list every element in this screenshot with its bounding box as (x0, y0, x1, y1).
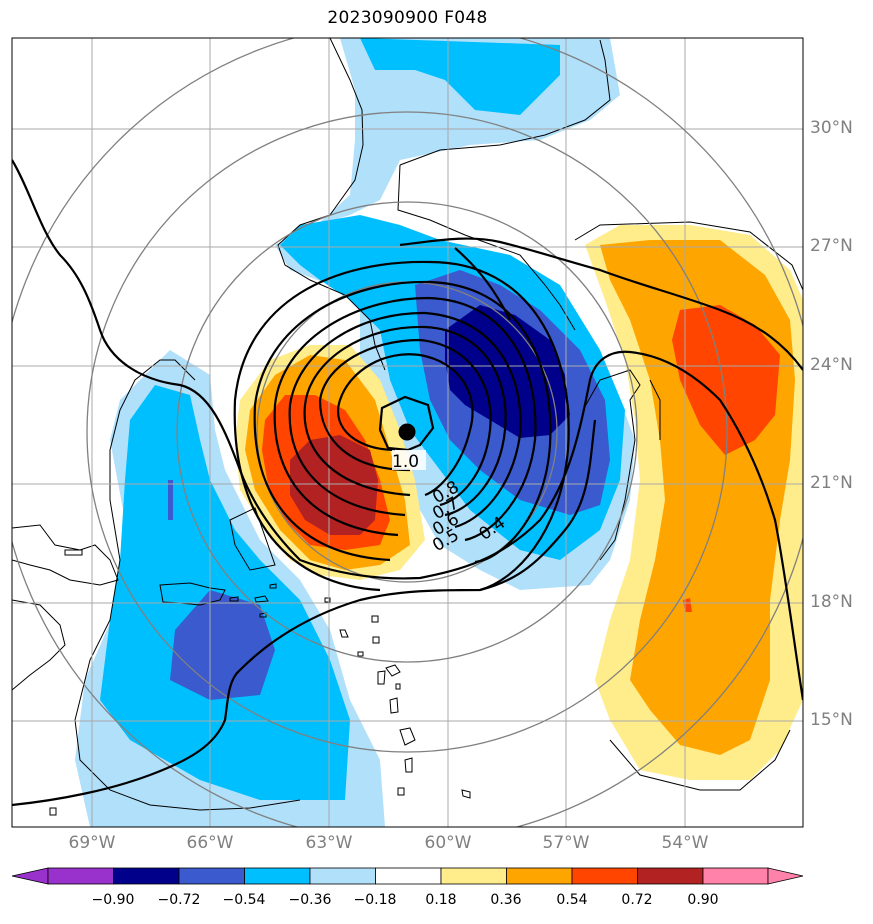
colorbar-tick-0-54: 0.54 (556, 892, 588, 908)
colorbar-extend-low (11, 867, 49, 885)
colorbar-bin-1 (47, 867, 114, 885)
lat-label-24n: 24°N (810, 355, 853, 375)
colorbar-extend-high (767, 867, 804, 885)
colorbar-bin-3 (178, 867, 245, 885)
colorbar-bin-8 (506, 867, 573, 885)
colorbar-bin-2 (113, 867, 180, 885)
lat-label-21n: 21°N (810, 473, 853, 493)
lat-label-15n: 15°N (810, 710, 853, 730)
colorbar-bin-6 (375, 867, 442, 885)
black-contours (12, 159, 803, 807)
lat-label-27n: 27°N (810, 236, 853, 256)
colorbar-tick-neg-0-54: −0.54 (222, 892, 266, 908)
colorbar-tick-neg-0-18: −0.18 (353, 892, 397, 908)
lat-label-30n: 30°N (810, 118, 853, 138)
lon-label-57w: 57°W (542, 833, 590, 853)
storm-center-marker (398, 423, 416, 441)
colorbar (11, 867, 804, 885)
colorbar-tick-neg-0-90: −0.90 (91, 892, 135, 908)
colorbar-tick-neg-0-72: −0.72 (157, 892, 201, 908)
colorbar-tick-0-72: 0.72 (621, 892, 653, 908)
colorbar-bin-7 (440, 867, 507, 885)
lon-label-54w: 54°W (661, 833, 709, 853)
lon-label-63w: 63°W (305, 833, 353, 853)
contour-label-1-0: 1.0 (392, 452, 419, 472)
colorbar-bin-11 (702, 867, 769, 885)
colorbar-tick-0-90: 0.90 (687, 892, 719, 908)
colorbar-tick-0-18: 0.18 (425, 892, 457, 908)
shading-navy (445, 305, 570, 438)
plot-title: 2023090900 F048 (327, 8, 488, 28)
lat-label-18n: 18°N (810, 592, 853, 612)
lon-label-66w: 66°W (186, 833, 234, 853)
colorbar-tick-0-36: 0.36 (490, 892, 522, 908)
colorbar-bin-5 (309, 867, 376, 885)
colorbar-bin-9 (571, 867, 638, 885)
colorbar-tick-neg-0-36: −0.36 (288, 892, 332, 908)
colorbar-bin-4 (244, 867, 311, 885)
lon-label-60w: 60°W (424, 833, 472, 853)
colorbar-bin-10 (637, 867, 704, 885)
lon-label-69w: 69°W (68, 833, 116, 853)
map-frame (11, 37, 804, 828)
